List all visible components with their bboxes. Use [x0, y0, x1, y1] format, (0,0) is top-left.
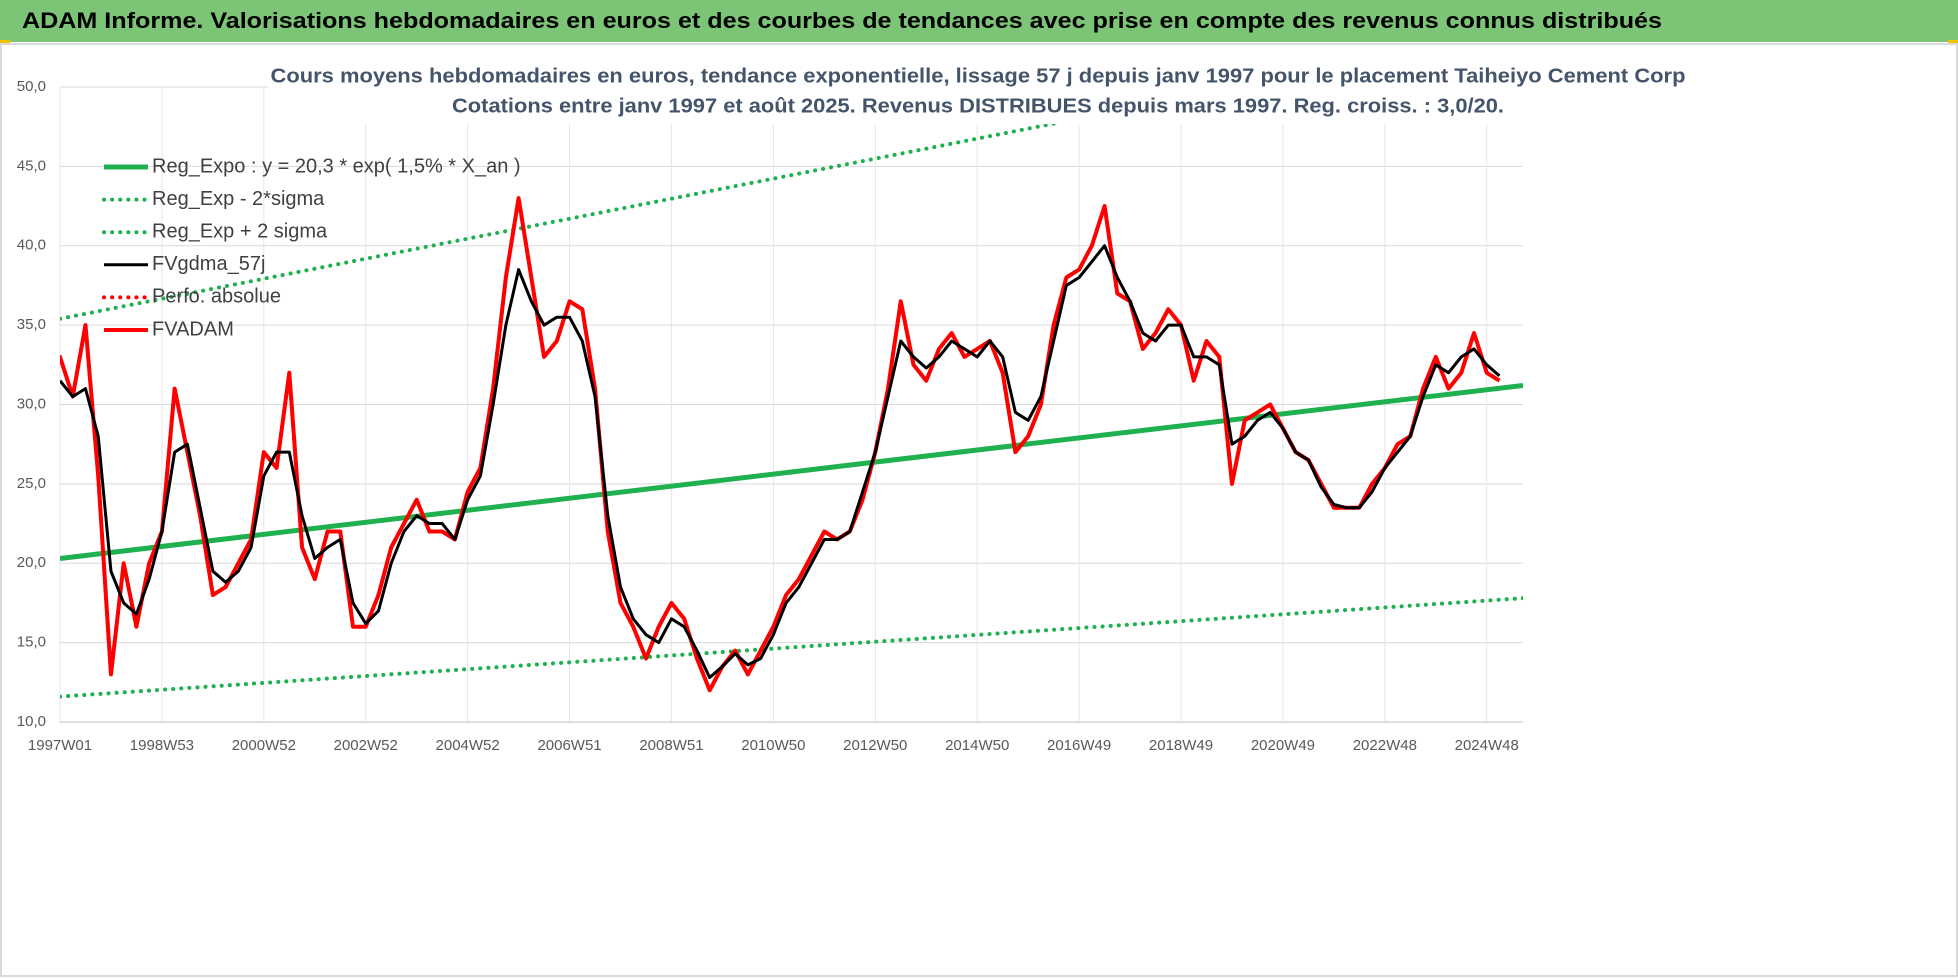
legend-label: Perfo. absolue [152, 286, 281, 308]
series-line [60, 244, 1501, 680]
series-line [60, 382, 1523, 561]
y-tick-label: 25,0 [17, 475, 46, 492]
corner-mark [1948, 40, 1958, 45]
header-title: ADAM Informe. Valorisations hebdomadaire… [22, 8, 1662, 33]
chart-title: Cours moyens hebdomadaires en euros, ten… [271, 65, 1686, 87]
chart-subtitle: Cotations entre janv 1997 et août 2025. … [452, 95, 1504, 117]
y-tick-label: 40,0 [17, 237, 46, 254]
series-line [60, 87, 1251, 321]
series-line [60, 596, 1523, 699]
y-tick-label: 15,0 [17, 634, 46, 651]
y-tick-label: 35,0 [17, 316, 46, 333]
x-tick-label: 1998W53 [130, 737, 194, 754]
legend: Reg_Expo : y = 20,3 * exp( 1,5% * X_an )… [102, 155, 521, 340]
x-tick-label: 2004W52 [436, 737, 500, 754]
title-box [268, 60, 1688, 124]
header-bar [0, 0, 1958, 42]
x-tick-label: 2016W49 [1047, 737, 1111, 754]
y-tick-label: 45,0 [17, 157, 46, 174]
x-tick-label: 2022W48 [1353, 737, 1417, 754]
y-tick-label: 50,0 [17, 78, 46, 95]
x-tick-label: 1997W01 [28, 737, 92, 754]
series-line [60, 196, 1501, 693]
x-tick-label: 2006W51 [537, 737, 601, 754]
corner-mark [0, 40, 10, 45]
x-tick-label: 2018W49 [1149, 737, 1213, 754]
x-tick-label: 2020W49 [1251, 737, 1315, 754]
x-tick-label: 2014W50 [945, 737, 1009, 754]
x-tick-label: 2000W52 [232, 737, 296, 754]
legend-label: FVgdma_57j [152, 253, 265, 275]
x-tick-label: 2008W51 [639, 737, 703, 754]
legend-label: Reg_Expo : y = 20,3 * exp( 1,5% * X_an ) [152, 155, 521, 177]
y-tick-label: 30,0 [17, 395, 46, 412]
x-tick-label: 2002W52 [334, 737, 398, 754]
legend-label: FVADAM [152, 318, 234, 340]
x-tick-label: 2010W50 [741, 737, 805, 754]
legend-label: Reg_Exp - 2*sigma [152, 188, 325, 210]
y-tick-label: 20,0 [17, 554, 46, 571]
y-tick-label: 10,0 [17, 713, 46, 730]
x-tick-label: 2012W50 [843, 737, 907, 754]
plot-area [60, 87, 1523, 699]
legend-label: Reg_Exp + 2 sigma [152, 220, 328, 242]
chart-frame [0, 43, 1958, 977]
x-tick-label: 2024W48 [1455, 737, 1519, 754]
